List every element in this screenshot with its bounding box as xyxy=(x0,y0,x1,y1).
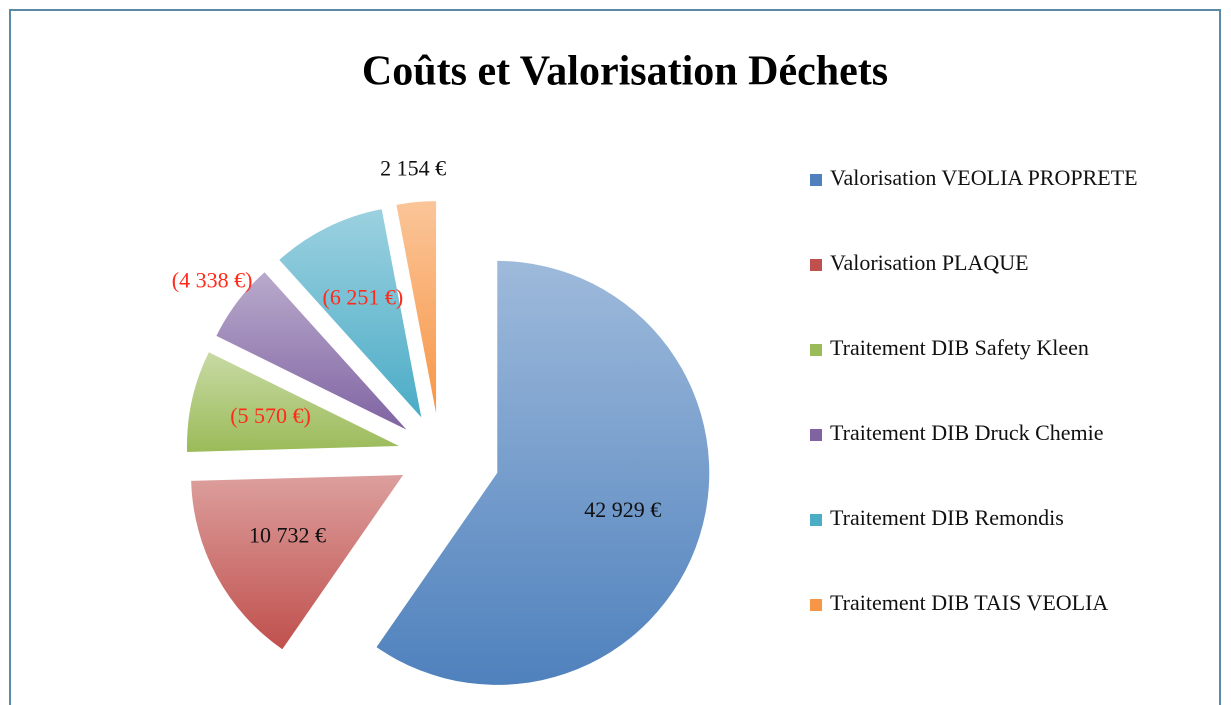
legend-label: Traitement DIB TAIS VEOLIA xyxy=(830,590,1108,615)
legend-swatch xyxy=(810,259,822,271)
legend-label: Traitement DIB Druck Chemie xyxy=(830,420,1104,445)
legend-label: Valorisation VEOLIA PROPRETE xyxy=(830,165,1138,190)
legend-label: Valorisation PLAQUE xyxy=(830,250,1029,275)
data-label: (5 570 €) xyxy=(230,403,311,428)
pie-slice xyxy=(376,260,710,685)
legend-label: Traitement DIB Remondis xyxy=(830,505,1064,530)
data-label: (6 251 €) xyxy=(323,285,404,310)
data-label: 42 929 € xyxy=(584,497,661,522)
pie-slice xyxy=(216,272,407,430)
legend-swatch xyxy=(810,344,822,356)
chart-title: Coûts et Valorisation Déchets xyxy=(362,49,888,95)
data-label: 2 154 € xyxy=(380,156,446,181)
data-label: 10 732 € xyxy=(249,523,326,548)
legend-swatch xyxy=(810,514,822,526)
legend-swatch xyxy=(810,174,822,186)
legend-swatch xyxy=(810,429,822,441)
data-label: (4 338 €) xyxy=(172,268,253,293)
legend-swatch xyxy=(810,599,822,611)
pie-slice xyxy=(396,201,437,414)
pie-slice xyxy=(191,475,404,650)
legend-label: Traitement DIB Safety Kleen xyxy=(830,335,1089,360)
pie-slice xyxy=(186,352,399,452)
pie-slice xyxy=(279,209,422,418)
